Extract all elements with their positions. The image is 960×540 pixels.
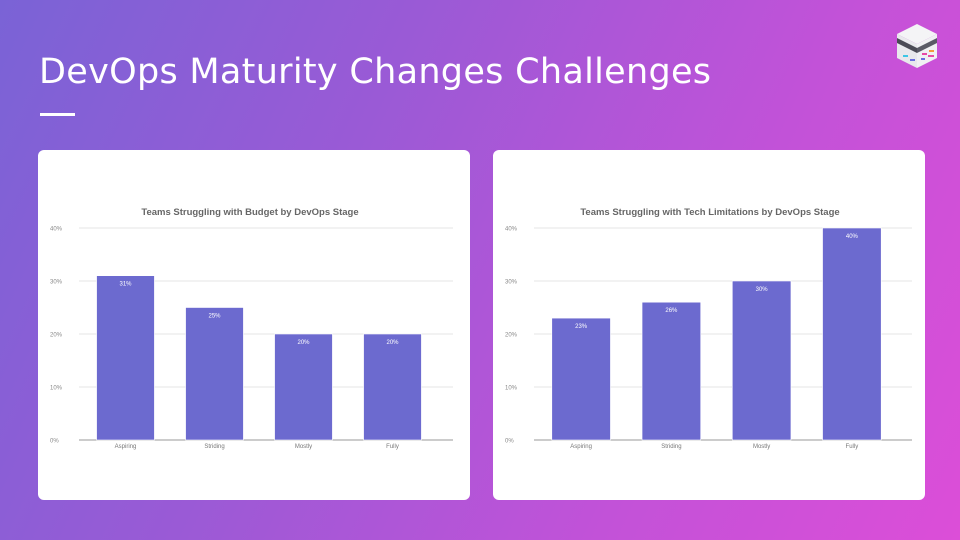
y-tick-label: 0% <box>50 439 59 445</box>
bar-aspiring <box>96 275 155 441</box>
y-tick-label: 40% <box>505 227 518 233</box>
y-tick-label: 0% <box>505 439 514 445</box>
bar-mostly <box>731 280 792 441</box>
tech-limitations-chart-card: Teams Struggling with Tech Limitations b… <box>493 150 925 500</box>
data-label: 30% <box>756 287 769 293</box>
bar-striding <box>641 301 702 441</box>
y-tick-label: 40% <box>50 227 63 233</box>
cube-logo-icon <box>897 24 937 68</box>
bar-fully <box>822 227 882 441</box>
budget-chart-card: Teams Struggling with Budget by DevOps S… <box>38 150 470 500</box>
x-tick-label: Aspiring <box>570 444 592 450</box>
y-tick-label: 20% <box>505 333 518 339</box>
x-tick-label: Fully <box>846 444 859 450</box>
x-tick-label: Fully <box>386 444 399 450</box>
x-tick-label: Mostly <box>295 444 312 450</box>
data-label: 25% <box>208 314 221 320</box>
title-underline <box>40 113 75 116</box>
bar-aspiring <box>551 317 611 441</box>
bar-mostly <box>274 333 333 441</box>
chart-title: Teams Struggling with Tech Limitations b… <box>580 207 839 218</box>
y-tick-label: 10% <box>505 386 518 392</box>
chart-title: Teams Struggling with Budget by DevOps S… <box>141 207 358 218</box>
bar-fully <box>363 333 422 441</box>
y-tick-label: 30% <box>505 280 518 286</box>
y-tick-label: 20% <box>50 333 63 339</box>
x-tick-label: Striding <box>661 444 681 450</box>
data-label: 23% <box>575 324 588 330</box>
y-tick-label: 10% <box>50 386 63 392</box>
data-label: 31% <box>119 282 132 288</box>
data-label: 26% <box>665 308 678 314</box>
bar-striding <box>185 307 244 441</box>
x-tick-label: Aspiring <box>115 444 137 450</box>
data-label: 20% <box>386 340 399 346</box>
y-tick-label: 30% <box>50 280 63 286</box>
x-tick-label: Mostly <box>753 444 770 450</box>
slide-title: DevOps Maturity Changes Challenges <box>39 52 712 92</box>
tech-limitations-chart: Teams Struggling with Tech Limitations b… <box>505 207 912 450</box>
data-label: 40% <box>846 234 859 240</box>
data-label: 20% <box>297 340 310 346</box>
x-tick-label: Striding <box>204 444 224 450</box>
budget-chart: Teams Struggling with Budget by DevOps S… <box>50 207 453 450</box>
